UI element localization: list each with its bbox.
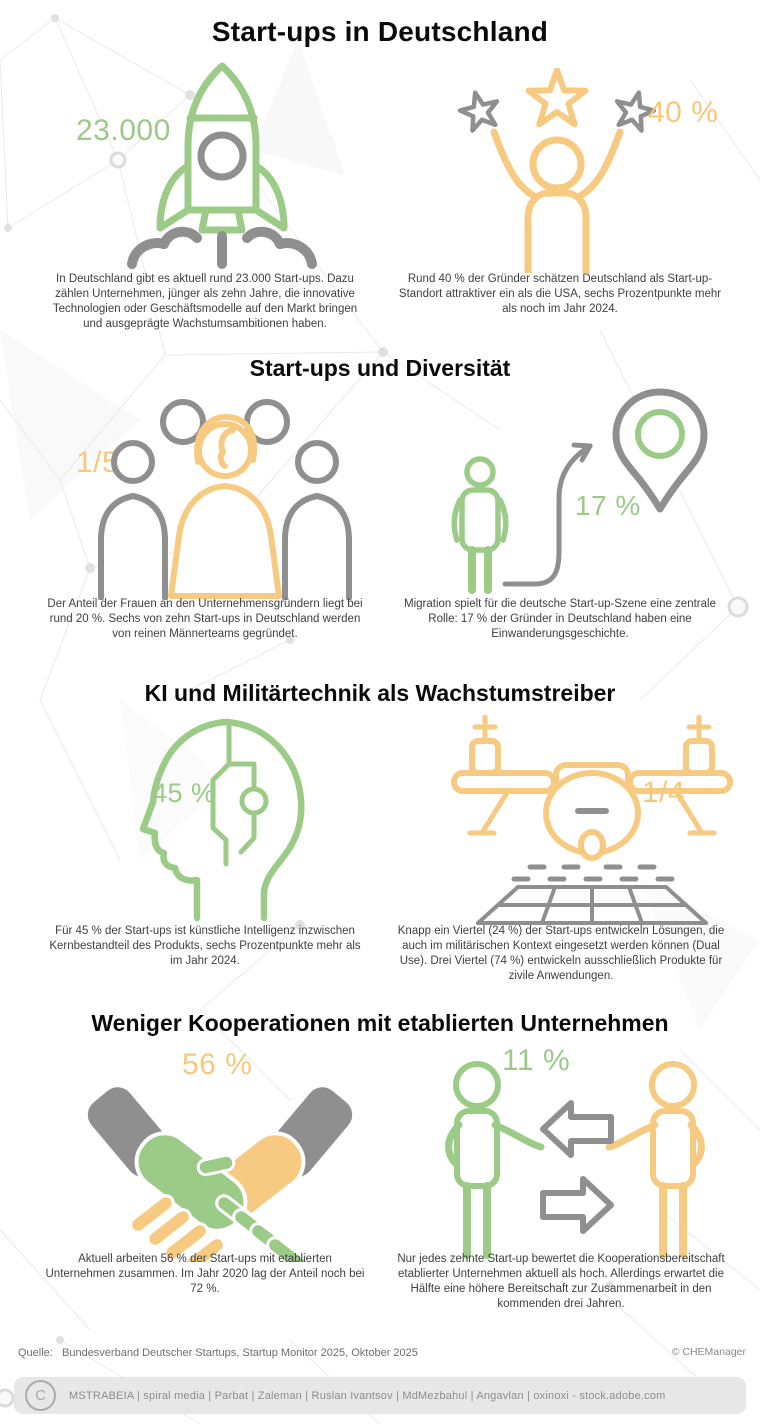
source-label: Quelle:: [18, 1347, 53, 1359]
section-title: KI und Militärtechnik als Wachstumstreib…: [144, 680, 616, 706]
page-title: Start-ups in Deutschland: [211, 16, 549, 47]
stock-credits-bar: C MSTRABEIA | spiral media | Parbat | Za…: [14, 1377, 746, 1414]
ai-head-circuit-icon: [139, 718, 305, 922]
stat-value: 23.000: [76, 114, 171, 147]
stat-value: 56 %: [182, 1048, 253, 1081]
founder-with-stars-icon: [452, 68, 662, 273]
credits-text: MSTRABEIA | spiral media | Parbat | Zale…: [69, 1389, 666, 1402]
stat-value: 40 %: [648, 96, 719, 129]
item-text: Aktuell arbeiten 56 % der Start-ups mit …: [45, 1253, 365, 1295]
copyright-icon: C: [25, 1380, 56, 1411]
item-text: Für 45 % der Start-ups ist künstliche In…: [49, 925, 361, 967]
item-text: Migration spielt für die deutsche Start-…: [404, 598, 716, 640]
item-text: Nur jedes zehnte Start-up bewertet die K…: [397, 1253, 725, 1310]
section-title: Weniger Kooperationen mit etablierten Un…: [91, 1010, 669, 1036]
migration-location-pin-icon: [451, 388, 708, 594]
cooperation-exchange-people-icon: [445, 1061, 705, 1259]
source-text: Bundesverband Deutscher Startups, Startu…: [62, 1347, 418, 1359]
stat-value: 17 %: [575, 490, 641, 521]
item-text: Rund 40 % der Gründer schätzen Deutschla…: [398, 273, 722, 315]
section-title: Start-ups und Diversität: [249, 355, 511, 381]
rocket-launch-icon: [127, 62, 317, 269]
item-text: Der Anteil der Frauen an den Unternehmen…: [47, 598, 363, 640]
stat-value: 1/4: [642, 776, 686, 809]
publisher-credit: © CHEManager: [671, 1346, 746, 1358]
military-drone-icon: [451, 715, 733, 925]
stat-value: 45 %: [152, 778, 216, 808]
item-text: In Deutschland gibt es aktuell rund 23.0…: [52, 273, 358, 330]
item-text: Knapp ein Viertel (24 %) der Start-ups e…: [397, 925, 725, 982]
stat-value: 11 %: [502, 1044, 571, 1077]
handshake-icon: [87, 1087, 353, 1262]
founder-team-diversity-icon: [98, 399, 352, 600]
